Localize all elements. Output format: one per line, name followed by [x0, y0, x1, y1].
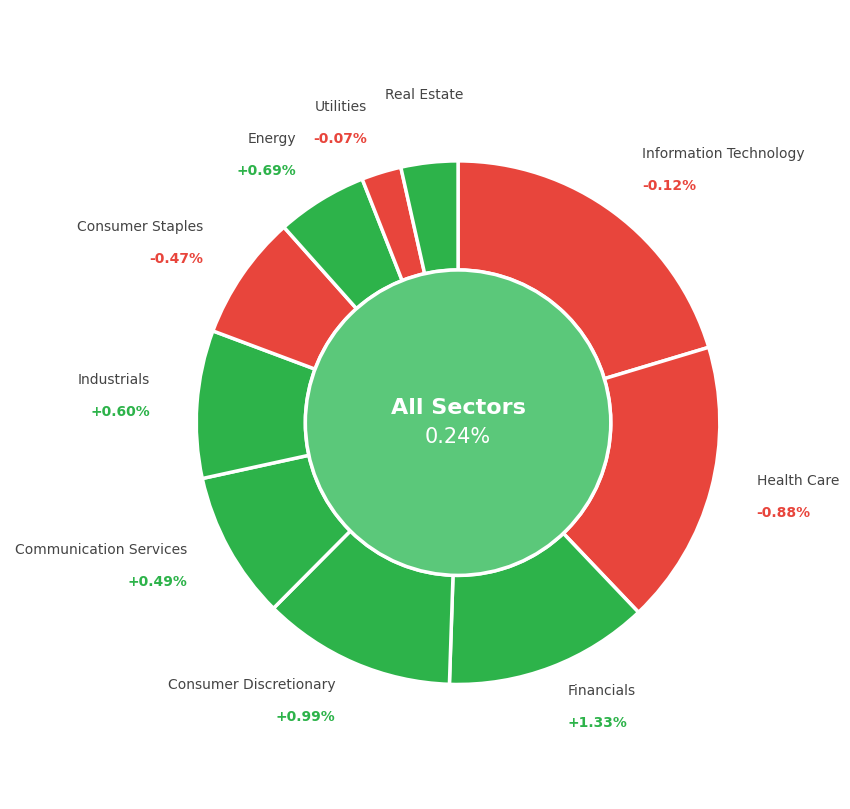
Text: Financials: Financials: [568, 684, 636, 697]
Text: Communication Services: Communication Services: [15, 544, 187, 557]
Circle shape: [305, 270, 611, 575]
Wedge shape: [401, 161, 458, 273]
Text: Real Estate: Real Estate: [385, 88, 463, 102]
Text: +0.69%: +0.69%: [236, 163, 297, 178]
Text: -0.47%: -0.47%: [150, 252, 203, 266]
Text: 0.24%: 0.24%: [425, 427, 491, 447]
Text: Consumer Discretionary: Consumer Discretionary: [168, 679, 336, 693]
Wedge shape: [458, 161, 709, 379]
Text: All Sectors: All Sectors: [391, 398, 525, 418]
Wedge shape: [274, 531, 453, 684]
Wedge shape: [564, 347, 720, 612]
Wedge shape: [202, 455, 350, 608]
Wedge shape: [362, 167, 425, 281]
Text: +0.99%: +0.99%: [275, 710, 336, 724]
Text: Energy: Energy: [247, 132, 297, 146]
Text: +1.33%: +1.33%: [568, 715, 628, 730]
Text: +0.49%: +0.49%: [128, 575, 187, 589]
Text: Information Technology: Information Technology: [643, 147, 805, 161]
Wedge shape: [212, 227, 356, 369]
Text: -0.07%: -0.07%: [314, 132, 367, 146]
Text: Consumer Staples: Consumer Staples: [77, 220, 203, 235]
Wedge shape: [284, 179, 402, 309]
Text: Industrials: Industrials: [77, 373, 150, 387]
Text: -0.12%: -0.12%: [643, 179, 696, 193]
Text: Utilities: Utilities: [315, 100, 367, 113]
Text: +0.60%: +0.60%: [90, 404, 150, 419]
Text: Health Care: Health Care: [756, 474, 839, 488]
Wedge shape: [450, 533, 638, 684]
Text: -0.88%: -0.88%: [756, 506, 811, 520]
Wedge shape: [196, 331, 315, 478]
